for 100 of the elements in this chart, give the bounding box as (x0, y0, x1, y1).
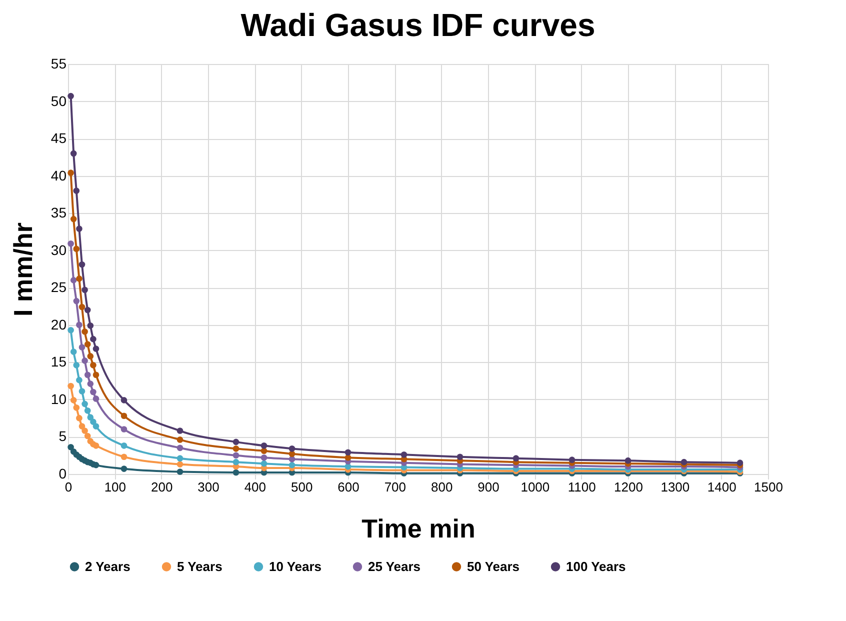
x-tick-label: 400 (244, 480, 266, 494)
point (78, 344, 86, 350)
point (344, 449, 352, 456)
point (73, 246, 80, 252)
point (76, 226, 82, 232)
point (176, 444, 184, 452)
point (68, 92, 74, 100)
point (120, 426, 128, 432)
point (73, 298, 80, 304)
point (70, 348, 77, 355)
point (120, 397, 128, 404)
point (76, 376, 82, 384)
x-tick-label: 100 (104, 480, 126, 494)
x-tick-label: 700 (384, 480, 406, 494)
point (68, 170, 74, 176)
point (232, 458, 240, 466)
point (87, 380, 94, 387)
point (87, 414, 94, 420)
point (568, 456, 576, 463)
point (87, 353, 94, 360)
point (87, 322, 94, 329)
point (260, 442, 268, 449)
point (92, 372, 100, 378)
point (68, 240, 74, 247)
point (90, 388, 96, 396)
point (120, 442, 128, 449)
legend-label: 25 Years (368, 558, 421, 574)
y-tick-label: 0 (58, 466, 67, 482)
point (90, 418, 96, 425)
point (176, 455, 184, 462)
point (680, 458, 688, 466)
point (70, 397, 77, 404)
point (70, 277, 77, 284)
y-tick-label: 50 (50, 92, 67, 109)
point (78, 261, 86, 268)
point (176, 461, 184, 468)
point (84, 341, 91, 348)
point (78, 423, 86, 430)
point (512, 455, 520, 462)
y-tick-label: 20 (50, 316, 67, 332)
x-tick-label: 800 (430, 480, 453, 494)
point (176, 468, 184, 475)
y-tick-label: 40 (50, 167, 67, 184)
x-axis-title: Time min (362, 514, 476, 544)
point (90, 336, 96, 342)
point (456, 454, 464, 460)
x-tick-label: 1500 (754, 480, 783, 494)
y-axis-title: I mm/hr (8, 222, 38, 316)
point (82, 328, 88, 335)
x-tick-label: 1400 (707, 480, 736, 494)
point (176, 436, 184, 443)
point (176, 428, 184, 434)
point (736, 460, 744, 466)
point (84, 432, 91, 440)
point (84, 407, 91, 414)
point (90, 362, 96, 368)
point (70, 150, 77, 157)
point (84, 306, 91, 314)
point (70, 216, 77, 222)
point (92, 346, 100, 352)
point (120, 454, 128, 460)
x-tick-label: 900 (478, 480, 500, 494)
point (232, 469, 240, 476)
y-tick-label: 55 (50, 56, 67, 72)
legend-label: 5 Years (177, 558, 222, 574)
point (120, 412, 128, 420)
point (92, 423, 100, 430)
chart-title: Wadi Gasus IDF curves (240, 7, 596, 43)
y-tick-label: 30 (50, 242, 67, 258)
point (400, 451, 408, 458)
legend-label: 50 Years (467, 558, 520, 574)
point (78, 304, 86, 310)
x-tick-label: 1000 (520, 480, 550, 494)
point (288, 462, 296, 468)
y-tick-label: 10 (50, 390, 67, 407)
point (82, 358, 88, 364)
point (73, 362, 80, 368)
point (232, 438, 240, 446)
point (68, 444, 74, 450)
point (73, 188, 80, 194)
point (78, 388, 86, 394)
legend-label: 2 Years (85, 558, 130, 574)
point (84, 372, 91, 378)
point (76, 322, 82, 328)
x-tick-label: 500 (290, 480, 313, 494)
point (624, 457, 632, 464)
point (344, 463, 352, 470)
x-tick-label: 300 (198, 480, 220, 494)
point (92, 442, 100, 449)
point (76, 414, 82, 422)
y-tick-label: 15 (50, 354, 67, 370)
point (260, 460, 268, 467)
point (260, 454, 268, 461)
point (76, 276, 82, 282)
point (73, 404, 80, 411)
point (288, 446, 296, 452)
point (82, 428, 88, 434)
point (232, 452, 240, 459)
y-tick-label: 45 (50, 130, 67, 146)
y-tick-label: 5 (58, 428, 67, 444)
